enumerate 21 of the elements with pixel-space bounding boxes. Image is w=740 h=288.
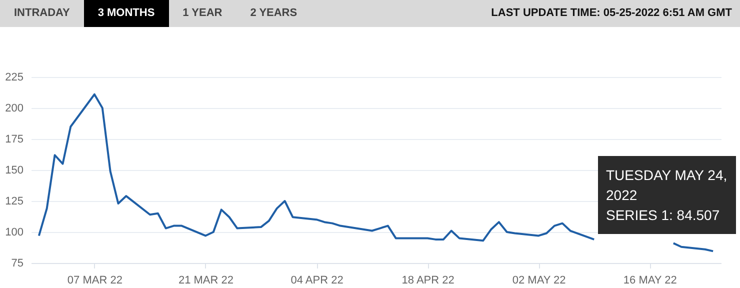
- x-tick-label: 18 APR 22: [402, 274, 454, 286]
- text: INTRADAY: [13, 6, 71, 21]
- text: LAST UPDATE TIME: 05-25-2022 6:51 AM GMT: [491, 6, 732, 21]
- y-tick-label: 100: [5, 226, 24, 238]
- annotation: TUESDAY MAY 24, 2022: [606, 166, 728, 205]
- x-tick-label: 02 MAY 22: [512, 274, 566, 286]
- text: 2 YEARS: [249, 6, 298, 21]
- y-tick-label: 125: [5, 196, 24, 208]
- text: 1 YEAR: [182, 6, 224, 21]
- annotation: SERIES 1: 84.507: [606, 206, 721, 225]
- y-tick-label: 225: [5, 72, 24, 84]
- x-tick-label: 21 MAR 22: [178, 274, 234, 286]
- text: 3 MONTHS: [84, 0, 169, 27]
- x-tick-label: 04 APR 22: [290, 274, 344, 286]
- y-tick-label: 200: [5, 102, 24, 114]
- x-tick-label: 16 MAY 22: [623, 274, 677, 286]
- tooltip-box: TUESDAY MAY 24, 2022 SERIES 1: 84.507: [598, 156, 736, 234]
- x-tick-label: 07 MAR 22: [67, 274, 122, 286]
- y-tick-label: 175: [5, 134, 24, 146]
- y-tick-label: 150: [5, 164, 24, 176]
- y-tick-label: 75: [11, 258, 24, 270]
